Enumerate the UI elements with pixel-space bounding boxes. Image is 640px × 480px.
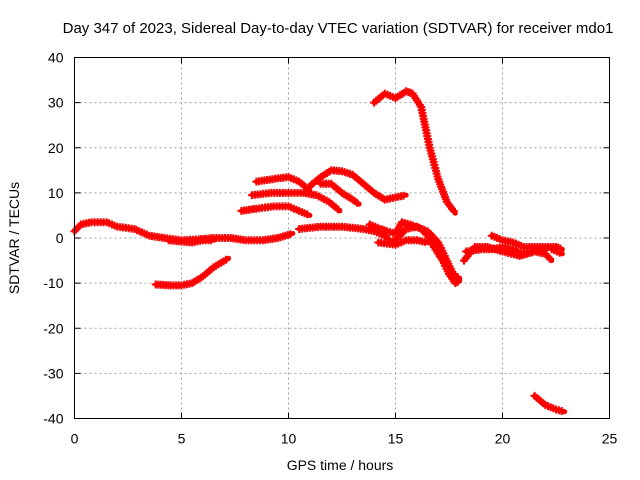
chart-title: Day 347 of 2023, Sidereal Day-to-day VTE… [63,20,614,37]
series-track-11 [374,236,431,249]
data-point [449,206,458,215]
series-track-4 [237,202,313,219]
y-tick-label: 30 [48,95,64,111]
series-track-12 [370,87,458,216]
data-point [546,254,555,263]
data-point [286,230,295,239]
series-track-5 [248,188,343,214]
y-tick-label: 40 [48,50,64,66]
data-point [420,237,429,246]
series-track-6 [252,173,313,194]
y-tick-label: -30 [43,365,63,381]
axis-tick-labels: 0 5 10 15 20 25 40 30 20 10 0 -10 -20 -30 -40 [43,50,617,447]
y-tick-label: 10 [48,185,64,201]
x-tick-label: 25 [602,431,618,447]
data-point [555,248,564,257]
y-tick-label: -40 [43,411,63,427]
series-track-7 [305,166,409,204]
x-axis-label: GPS time / hours [287,457,394,473]
data-point [353,198,361,207]
series-track-8 [316,179,362,207]
y-tick-label: -10 [43,275,63,291]
axis-ticks [74,57,610,419]
series-track-17 [530,391,568,415]
x-tick-label: 5 [178,431,186,447]
data-point [399,191,408,200]
series-track-2 [164,236,217,247]
data-point [222,255,231,264]
series-track-14 [462,243,555,264]
y-tick-label: -20 [43,320,63,336]
y-tick-label: 0 [56,230,64,246]
data-series [70,87,568,415]
y-axis-label: SDTVAR / TECUs [6,182,22,294]
series-track-1 [70,218,296,245]
x-tick-label: 15 [388,431,404,447]
data-point [557,407,566,415]
y-tick-label: 20 [48,140,64,156]
data-point [333,205,342,214]
series-track-10 [365,218,463,288]
series-track-3 [151,255,232,290]
x-tick-label: 10 [281,431,297,447]
grid [74,57,610,419]
series-track-16 [547,245,565,257]
data-point [206,236,215,245]
x-tick-label: 20 [495,431,511,447]
data-point [453,278,462,286]
data-point [303,210,312,219]
x-tick-label: 0 [71,431,79,447]
